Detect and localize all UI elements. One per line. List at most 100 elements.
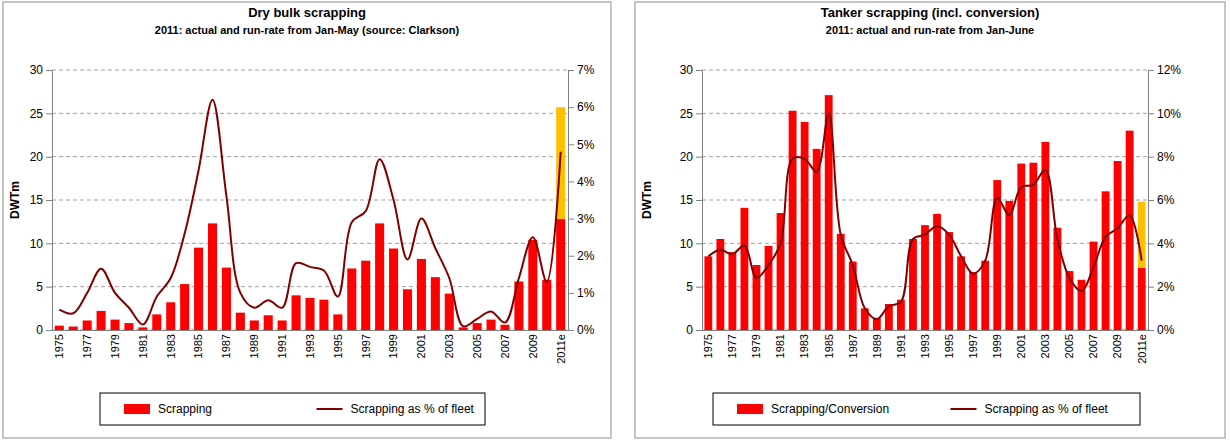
tick: 2011e: [1136, 334, 1148, 364]
tick-mark: [46, 113, 52, 114]
bar: [542, 280, 551, 330]
tick-label: 0%: [577, 323, 595, 337]
grid-line: [52, 286, 568, 287]
tick-label: 1979: [750, 334, 762, 358]
bar: [431, 277, 440, 330]
tick: 1985: [192, 334, 204, 358]
legend-marker: [317, 408, 343, 410]
axis-line: [53, 330, 569, 331]
tick-label: 8%: [1157, 150, 1175, 164]
grid-line: [702, 113, 1148, 114]
tick-label: 1991: [276, 334, 288, 358]
bar: [166, 302, 175, 330]
bar: [801, 122, 809, 330]
tick: 1977: [81, 334, 93, 358]
tick-mark: [1148, 200, 1154, 201]
tick-label: 12%: [1157, 63, 1181, 77]
tick-label: 1985: [192, 334, 204, 358]
tick-mark: [46, 243, 52, 244]
tick-label: 2007: [1087, 334, 1099, 358]
tick-label: 2003: [1039, 334, 1051, 358]
bar: [716, 239, 724, 330]
legend-label: Scrapping as % of fleet: [985, 402, 1109, 416]
y2-axis: 0%1%2%3%4%5%6%7%: [568, 63, 595, 337]
tick-mark: [568, 107, 574, 108]
tick-mark: [696, 113, 702, 114]
bar: [222, 268, 231, 330]
axis-line: [568, 71, 569, 331]
bar: [500, 325, 509, 330]
tick-label: 6%: [1157, 193, 1175, 207]
tick: 1997: [360, 334, 372, 358]
bar: [459, 327, 468, 330]
tick-label: 1975: [53, 334, 65, 358]
tick-label: 1997: [360, 334, 372, 358]
tick: 2007: [499, 334, 511, 358]
bar: [278, 320, 287, 330]
tick-label: 1985: [823, 334, 835, 358]
tick: 2%: [1148, 280, 1175, 294]
tick: 2009: [1111, 334, 1123, 358]
tick-label: 7%: [577, 63, 595, 77]
tick: 12%: [1148, 63, 1181, 77]
tick-label: 1987: [220, 334, 232, 358]
tick-mark: [46, 70, 52, 71]
tick-label: 20: [680, 150, 694, 164]
tick-label: 1991: [895, 334, 907, 358]
bar: [1005, 201, 1013, 330]
tick: 0: [36, 323, 52, 337]
legend-marker: [951, 408, 977, 410]
tick: 10%: [1148, 107, 1181, 121]
tick: 1985: [823, 334, 835, 358]
tick-label: 1999: [991, 334, 1003, 358]
bar: [445, 294, 454, 330]
tick-mark: [46, 200, 52, 201]
tick-mark: [1148, 330, 1154, 331]
grid-line: [52, 113, 568, 114]
tick: 2003: [1039, 334, 1051, 358]
tick: 2001: [1015, 334, 1027, 358]
plot-area: [55, 100, 565, 330]
tick-label: 3%: [577, 212, 595, 226]
tick-mark: [568, 256, 574, 257]
tick-label: 2%: [577, 249, 595, 263]
tick-label: 1983: [798, 334, 810, 358]
bar: [704, 256, 712, 330]
tick-label: 1975: [702, 334, 714, 358]
tick-label: 0: [686, 323, 693, 337]
tick-label: 15: [30, 193, 44, 207]
bar: [1126, 131, 1134, 330]
bar: [813, 149, 821, 330]
tick-mark: [568, 70, 574, 71]
axis-title: DWTm: [8, 181, 22, 219]
tick-label: 1981: [137, 334, 149, 358]
tick-label: 10: [680, 237, 694, 251]
bar: [473, 323, 482, 330]
tick-label: 2003: [443, 334, 455, 358]
grid-line: [702, 70, 1148, 71]
tick-label: 5: [686, 280, 693, 294]
tick: 3%: [568, 212, 595, 226]
legend: Scrapping/ConversionScrapping as % of fl…: [713, 393, 1140, 425]
tick-label: 1977: [726, 334, 738, 358]
tick-mark: [568, 293, 574, 294]
tick: 2007: [1087, 334, 1099, 358]
bar: [789, 111, 797, 330]
legend-label: Scrapping: [158, 402, 212, 416]
tick: 2%: [568, 249, 595, 263]
tick: 2003: [443, 334, 455, 358]
bar: [921, 225, 929, 330]
bar: [236, 313, 245, 330]
grid-line: [52, 200, 568, 201]
tick: 20: [30, 150, 52, 164]
grid-line: [702, 156, 1148, 157]
tick: 1%: [568, 286, 595, 300]
bar: [305, 298, 314, 330]
tick-label: 2005: [471, 334, 483, 358]
tick: 1991: [276, 334, 288, 358]
tick-label: 5%: [577, 138, 595, 152]
grid-line: [702, 200, 1148, 201]
chart-title: Tanker scrapping (incl. conversion): [821, 5, 1040, 20]
tick: 5: [686, 280, 702, 294]
legend: ScrappingScrapping as % of fleet: [100, 393, 485, 425]
